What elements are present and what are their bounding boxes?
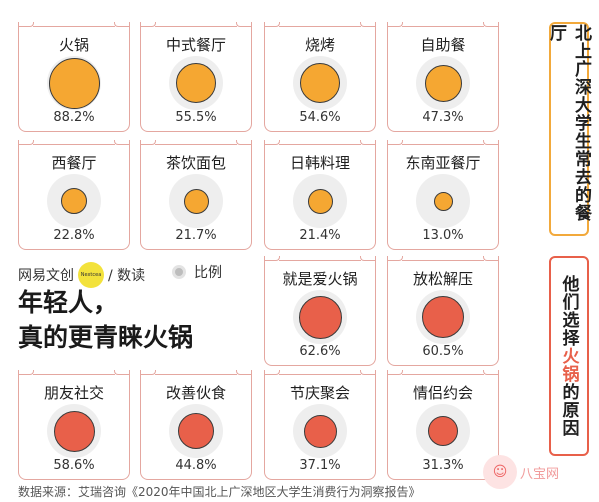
restaurant-card-label: 火锅	[58, 36, 89, 54]
reason-card-percent: 58.6%	[53, 458, 95, 473]
card-top-edge	[279, 260, 361, 261]
reason-card: 放松解压 60.5%	[387, 256, 499, 366]
headline: 年轻人， 真的更青睐火锅	[18, 285, 193, 355]
card-top-edge	[402, 144, 484, 145]
restaurant-card-percent: 55.5%	[175, 110, 217, 125]
card-top-edge	[33, 374, 115, 375]
restaurant-card: 日韩料理 21.4%	[264, 140, 376, 250]
restaurant-card-label: 中式餐厅	[165, 36, 226, 54]
legend-circle-icon	[172, 265, 186, 279]
percent-disc	[307, 188, 333, 214]
card-top-edge	[402, 26, 484, 27]
brand: 网易文创 Nextcea / 数读	[18, 262, 145, 288]
restaurant-card-percent: 21.4%	[299, 228, 341, 243]
restaurant-card-label: 烧烤	[304, 36, 335, 54]
percent-disc	[53, 410, 95, 452]
percent-disc	[422, 296, 464, 338]
percent-disc	[298, 295, 342, 339]
percent-disc	[48, 57, 100, 109]
reason-card: 就是爱火锅 62.6%	[264, 256, 376, 366]
card-top-edge	[279, 144, 361, 145]
reason-card-percent: 37.1%	[299, 458, 341, 473]
watermark-text: 八宝网	[520, 466, 560, 482]
restaurant-card-percent: 21.7%	[175, 228, 217, 243]
percent-disc	[61, 188, 87, 214]
source-note: 数据来源：艾瑞咨询《2020年中国北上广深地区大学生消费行为洞察报告》	[18, 485, 421, 499]
restaurant-card: 茶饮面包 21.7%	[140, 140, 252, 250]
percent-disc	[178, 413, 214, 449]
restaurant-card-label: 东南亚餐厅	[405, 154, 481, 172]
side-bottom-highlight: 火锅	[558, 347, 579, 383]
reason-card: 节庆聚会 37.1%	[264, 370, 376, 480]
headline-line1: 年轻人，	[18, 288, 119, 317]
reason-card-label: 节庆聚会	[289, 384, 350, 402]
side-bottom-after: 的原因	[558, 383, 579, 437]
percent-disc	[183, 188, 209, 214]
percent-disc	[433, 191, 453, 211]
percent-disc	[176, 63, 216, 103]
reason-card: 朋友社交 58.6%	[18, 370, 130, 480]
side-label-bottom-text: 他们选择火锅的原因	[557, 275, 582, 437]
side-label-top-text: 北上广深大学生常去的餐厅	[546, 24, 591, 222]
card-top-edge	[155, 144, 237, 145]
reason-card-label: 改善伙食	[165, 384, 226, 402]
reason-card-label: 就是爱火锅	[282, 270, 358, 288]
card-top-edge	[155, 26, 237, 27]
card-top-edge	[33, 144, 115, 145]
restaurant-card: 东南亚餐厅 13.0%	[387, 140, 499, 250]
percent-disc	[424, 64, 462, 102]
reason-card-label: 放松解压	[412, 270, 473, 288]
restaurant-card-percent: 47.3%	[422, 110, 464, 125]
headline-line2: 真的更青睐火锅	[18, 323, 194, 352]
card-top-edge	[402, 374, 484, 375]
restaurant-card-label: 茶饮面包	[165, 154, 226, 172]
reason-card-label: 朋友社交	[43, 384, 104, 402]
restaurant-card: 烧烤 54.6%	[264, 22, 376, 132]
card-top-edge	[279, 374, 361, 375]
brand-logo-dot: Nextcea	[78, 262, 104, 288]
reason-card-label: 情侣约会	[412, 384, 473, 402]
percent-disc	[428, 416, 458, 446]
restaurant-card-percent: 22.8%	[53, 228, 95, 243]
restaurant-card-percent: 88.2%	[53, 110, 95, 125]
legend: 比例	[172, 262, 222, 282]
card-top-edge	[33, 26, 115, 27]
reason-card-percent: 31.3%	[422, 458, 464, 473]
brand-name: 网易文创	[18, 268, 74, 284]
side-label-bottom: 他们选择火锅的原因	[549, 256, 589, 456]
brand-suffix: / 数读	[108, 268, 146, 284]
percent-disc	[303, 414, 337, 448]
restaurant-card-label: 自助餐	[420, 36, 466, 54]
watermark-face-icon: ☺	[483, 455, 517, 489]
side-bottom-before: 他们选择	[558, 275, 579, 347]
card-top-edge	[402, 260, 484, 261]
reason-card: 情侣约会 31.3%	[387, 370, 499, 480]
restaurant-card-percent: 54.6%	[299, 110, 341, 125]
restaurant-card: 中式餐厅 55.5%	[140, 22, 252, 132]
restaurant-card: 自助餐 47.3%	[387, 22, 499, 132]
card-top-edge	[279, 26, 361, 27]
legend-label: 比例	[194, 265, 222, 281]
reason-card: 改善伙食 44.8%	[140, 370, 252, 480]
restaurant-card-label: 西餐厅	[51, 154, 97, 172]
reason-card-percent: 62.6%	[299, 344, 341, 359]
reason-card-percent: 60.5%	[422, 344, 464, 359]
reason-card-percent: 44.8%	[175, 458, 217, 473]
restaurant-card: 西餐厅 22.8%	[18, 140, 130, 250]
restaurant-card-label: 日韩料理	[289, 154, 350, 172]
percent-disc	[300, 63, 340, 103]
card-top-edge	[155, 374, 237, 375]
restaurant-card-percent: 13.0%	[422, 228, 464, 243]
restaurant-card: 火锅 88.2%	[18, 22, 130, 132]
watermark: ☺ 八宝网	[483, 455, 559, 489]
side-label-top: 北上广深大学生常去的餐厅	[546, 22, 591, 236]
brand-dot-text: Nextcea	[80, 272, 102, 278]
